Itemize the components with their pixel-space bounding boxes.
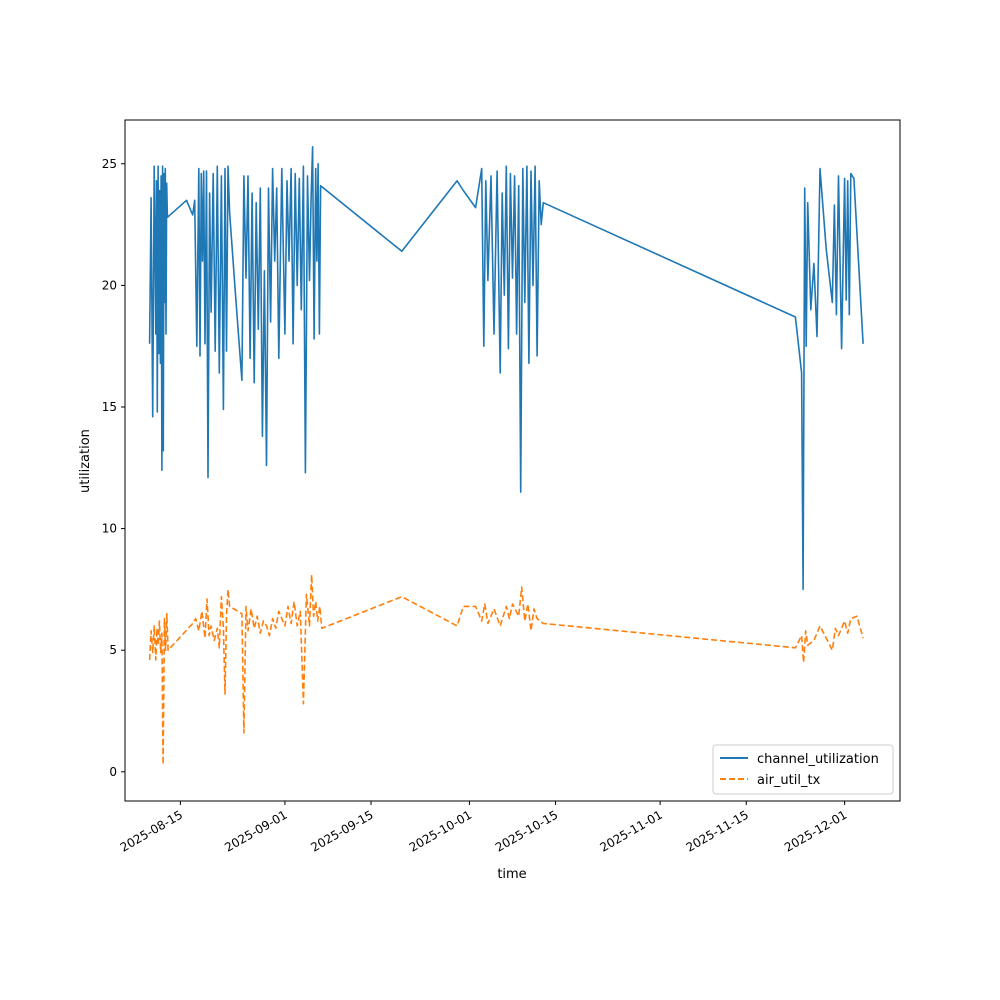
plot-area xyxy=(148,146,864,766)
y-axis-label: utilization xyxy=(78,429,93,493)
legend-label-channel-utilization: channel_utilization xyxy=(757,752,879,767)
y-tick-label: 15 xyxy=(102,400,117,414)
y-axis-ticks: 0 5 10 15 20 25 xyxy=(102,157,125,779)
y-tick-label: 10 xyxy=(102,522,117,536)
legend-label-air-util-tx: air_util_tx xyxy=(757,773,821,788)
plot-frame xyxy=(124,119,901,802)
y-tick-label: 25 xyxy=(102,157,117,171)
x-axis-label: time xyxy=(497,867,526,882)
legend-box xyxy=(712,744,894,795)
series-line-channel-utilization xyxy=(148,146,864,591)
y-tick-label: 5 xyxy=(109,643,117,657)
legend: channel_utilization air_util_tx xyxy=(712,744,894,795)
y-tick-label: 20 xyxy=(102,278,117,292)
series-line-air-util-tx xyxy=(148,573,864,766)
y-tick-label: 0 xyxy=(109,765,117,779)
